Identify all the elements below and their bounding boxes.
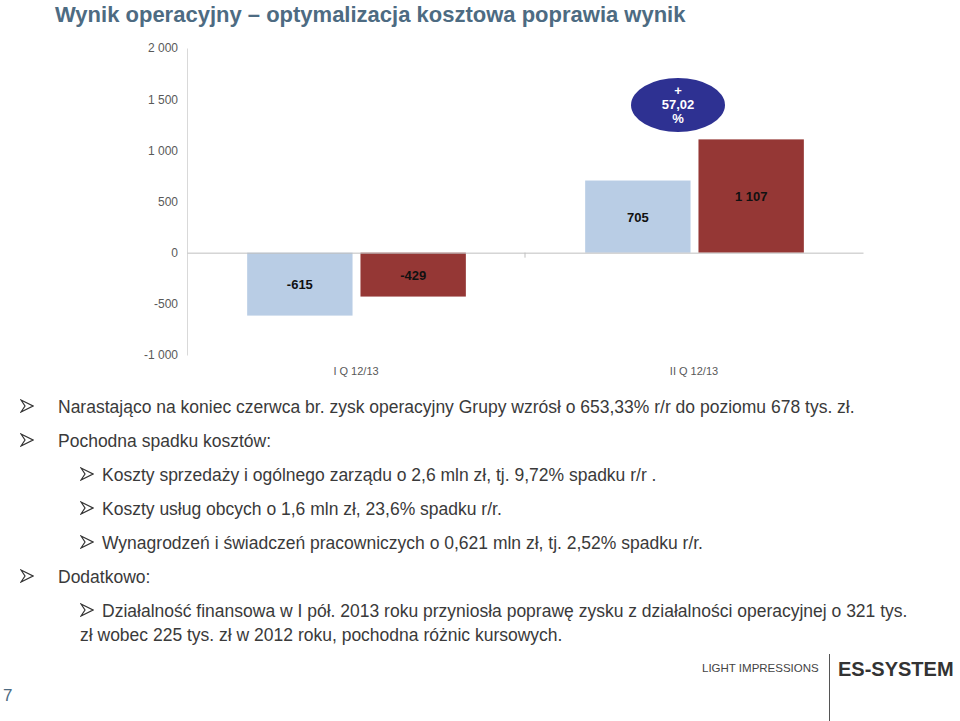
bullet-text: Narastająco na koniec czerwca br. zysk o… (58, 395, 855, 419)
data-label: -429 (400, 268, 426, 283)
annotation: +57,02% (631, 78, 725, 132)
x-tick-label: I Q 12/13 (333, 365, 378, 377)
bullet-icon (80, 535, 94, 549)
y-tick: 1 000 (148, 144, 187, 158)
x-separator (525, 253, 526, 258)
sub-bullet-text: Wynagrodzeń i świadczeń pracowniczych o … (80, 531, 918, 555)
bullet-arrow (21, 570, 33, 582)
y-tick: -1 000 (144, 348, 187, 362)
data-label: -615 (287, 277, 313, 292)
bars (247, 139, 804, 315)
sub-bullet-text: Koszty usług obcych o 1,6 mln zł, 23,6% … (80, 497, 918, 521)
bullet-arrow (21, 400, 33, 412)
sub-bullet-text: Działalność finansowa w I pół. 2013 roku… (80, 599, 918, 647)
y-tick-label: -1 000 (144, 348, 178, 362)
y-axis-line (187, 49, 188, 356)
y-tick-label: 1 500 (148, 93, 178, 107)
bullet-icon (80, 603, 94, 617)
bullet-icon (20, 569, 34, 583)
y-tick-label: 1 000 (148, 144, 178, 158)
bullet-arrow (81, 604, 93, 616)
page-number: 7 (3, 686, 12, 706)
footer-divider (829, 654, 830, 721)
sub-bullet: Koszty sprzedaży i ogólnego zarządu o 2,… (80, 463, 940, 487)
bullet-icon (80, 501, 94, 515)
data-label: 1 107 (735, 189, 768, 204)
bullet-text: Dodatkowo: (58, 565, 150, 589)
y-tick-label: 0 (171, 246, 178, 260)
data-label: 705 (627, 210, 649, 225)
y-tick-label: -500 (154, 297, 178, 311)
bullet-arrow (81, 536, 93, 548)
bar (585, 181, 690, 253)
bar (247, 253, 352, 316)
y-tick: 2 000 (148, 41, 187, 55)
bar (698, 139, 803, 252)
x-tick: I Q 12/13 (333, 253, 378, 377)
y-axis: -1 000 -500 0 500 1 000 1 500 2 000 (144, 41, 188, 362)
sub-bullet: Działalność finansowa w I pół. 2013 roku… (80, 599, 940, 647)
annotation-bubble (631, 78, 725, 132)
sub-bullet-text: Koszty sprzedaży i ogólnego zarządu o 2,… (80, 463, 918, 487)
footer-logo: LIGHT IMPRESSIONS (702, 662, 819, 674)
bullet-arrow (81, 468, 93, 480)
sub-bullet: Koszty usług obcych o 1,6 mln zł, 23,6% … (80, 497, 940, 521)
bullet-icon (20, 399, 34, 413)
footer-logo: ES-SYSTEM (838, 658, 954, 681)
x-separators (525, 253, 526, 258)
title: Wynik operacyjny – optymalizacja kosztow… (55, 2, 686, 27)
bullet-arrow (21, 434, 33, 446)
bullet-icon (80, 467, 94, 481)
bar (360, 253, 465, 297)
data-labels: -615 705 -429 1 107 (287, 189, 768, 292)
y-tick: -500 (154, 297, 187, 311)
bullet-icon (20, 433, 34, 447)
x-axis: I Q 12/13 II Q 12/13 (188, 253, 864, 377)
bullet-arrow (81, 502, 93, 514)
y-tick-label: 500 (158, 195, 178, 209)
y-tick: 1 500 (148, 93, 187, 107)
y-tick: 0 (171, 246, 187, 260)
y-tick-label: 2 000 (148, 41, 178, 55)
x-tick: II Q 12/13 (670, 253, 718, 377)
annotation-text: +57,02% (662, 83, 695, 126)
bullet-text: Pochodna spadku kosztów: (58, 429, 271, 453)
x-tick-label: II Q 12/13 (670, 365, 718, 377)
sub-bullet: Wynagrodzeń i świadczeń pracowniczych o … (80, 531, 940, 555)
y-tick: 500 (158, 195, 187, 209)
